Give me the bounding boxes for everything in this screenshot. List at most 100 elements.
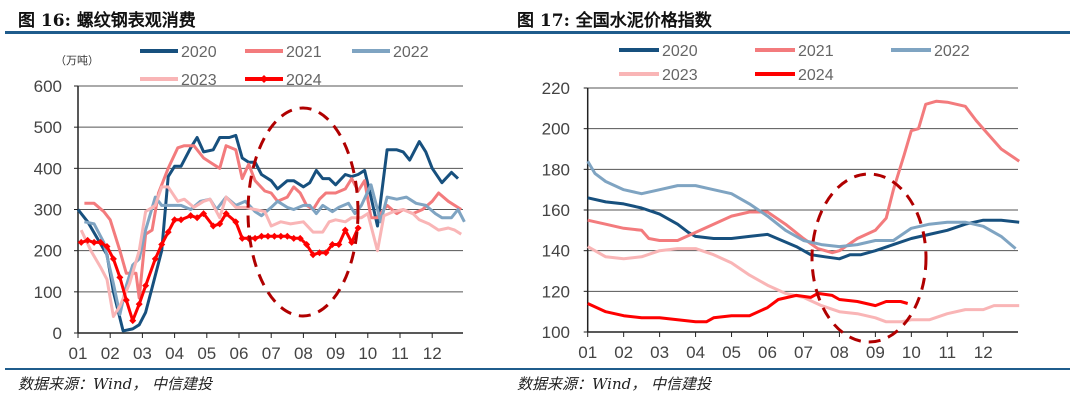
x-tick-label: 09 xyxy=(866,343,885,362)
left-chart-title: 图 16: 螺纹钢表观消费 xyxy=(18,11,196,31)
x-tick-label: 08 xyxy=(830,343,849,362)
data-point-marker xyxy=(200,210,208,218)
data-point-marker xyxy=(116,273,124,281)
y-tick-label: 120 xyxy=(542,282,570,301)
x-tick-label: 11 xyxy=(938,343,956,362)
legend-label-2022: 2022 xyxy=(934,43,970,60)
y-tick-label: 0 xyxy=(53,324,62,343)
legend-label-2024: 2024 xyxy=(286,72,322,89)
data-point-marker xyxy=(348,238,356,246)
data-point-marker xyxy=(322,249,330,257)
x-tick-label: 11 xyxy=(391,344,409,363)
y-tick-label: 200 xyxy=(34,242,62,261)
legend-label-2021: 2021 xyxy=(798,43,834,60)
x-tick-label: 03 xyxy=(133,344,152,363)
x-tick-label: 07 xyxy=(794,343,813,362)
x-tick-label: 10 xyxy=(358,344,377,363)
x-tick-label: 10 xyxy=(902,343,921,362)
right-source-note: 数据来源：Wind， 中信建投 xyxy=(517,375,711,393)
y-tick-label: 140 xyxy=(542,242,570,261)
data-point-marker xyxy=(151,255,159,263)
x-tick-label: 05 xyxy=(197,344,216,363)
left-source-note: 数据来源：Wind， 中信建投 xyxy=(18,375,212,393)
series-line-2023 xyxy=(79,185,463,318)
data-point-marker xyxy=(216,220,224,228)
data-point-marker xyxy=(341,226,349,234)
data-point-marker xyxy=(264,232,272,240)
series-line-2022 xyxy=(586,160,1017,250)
x-tick-label: 01 xyxy=(578,343,597,362)
rebar-consumption-chart: 0 100 200 300 400 500 600 01 02 03 04 05 06 07 08 09 10 1… xyxy=(34,44,466,363)
x-tick-label: 09 xyxy=(326,344,345,363)
x-tick-label: 04 xyxy=(686,343,705,362)
data-point-marker xyxy=(177,216,185,224)
right-chart-title: 图 17: 全国水泥价格指数 xyxy=(517,11,712,31)
data-point-marker xyxy=(135,300,143,308)
data-point-marker xyxy=(97,238,105,246)
data-point-marker xyxy=(158,240,166,248)
x-tick-label: 04 xyxy=(165,344,184,363)
x-tick-label: 02 xyxy=(101,344,120,363)
series-line-2021 xyxy=(587,99,1021,255)
y-tick-label: 400 xyxy=(34,159,62,178)
data-point-marker xyxy=(129,317,137,325)
data-point-marker xyxy=(164,228,172,236)
legend-label-2020: 2020 xyxy=(181,44,217,61)
x-tick-label: 01 xyxy=(69,344,88,363)
data-point-marker xyxy=(277,232,285,240)
left-title-rule xyxy=(5,31,526,34)
data-point-marker xyxy=(193,214,201,222)
legend-label-2023: 2023 xyxy=(662,67,698,84)
data-point-marker xyxy=(109,255,117,263)
data-point-marker xyxy=(309,251,317,259)
data-point-marker xyxy=(328,240,336,248)
data-point-marker xyxy=(90,238,98,246)
data-point-marker xyxy=(209,222,217,230)
legend-marker xyxy=(260,75,268,83)
y-tick-label: 180 xyxy=(542,160,570,179)
highlight-ellipse xyxy=(246,106,360,318)
legend-label-2021: 2021 xyxy=(286,44,322,61)
data-point-marker xyxy=(290,234,298,242)
x-tick-label: 05 xyxy=(722,343,741,362)
data-point-marker xyxy=(103,243,111,251)
x-tick-label: 08 xyxy=(294,344,313,363)
data-point-marker xyxy=(251,234,259,242)
data-point-marker xyxy=(232,218,240,226)
y-tick-label: 100 xyxy=(542,323,570,342)
data-point-marker xyxy=(142,282,150,290)
series-line-2020 xyxy=(587,196,1020,261)
x-tick-label: 02 xyxy=(614,343,633,362)
x-tick-label: 07 xyxy=(262,344,281,363)
data-point-marker xyxy=(122,296,130,304)
data-point-marker xyxy=(258,232,266,240)
data-point-marker xyxy=(77,238,85,246)
y-tick-label: 600 xyxy=(34,77,62,96)
data-point-marker xyxy=(171,216,179,224)
y-tick-label: 100 xyxy=(34,283,62,302)
data-point-marker xyxy=(84,236,92,244)
x-tick-label: 06 xyxy=(230,344,249,363)
x-tick-label: 12 xyxy=(423,344,442,363)
right-title-rule xyxy=(522,31,1070,34)
y-tick-label: 200 xyxy=(542,120,570,139)
data-point-marker xyxy=(270,232,278,240)
y-tick-label: 220 xyxy=(542,79,570,98)
legend-label-2022: 2022 xyxy=(393,44,429,61)
legend-label-2023: 2023 xyxy=(181,72,217,89)
data-point-marker xyxy=(335,240,343,248)
y-tick-label: 500 xyxy=(34,118,62,137)
series-line-2022 xyxy=(84,183,466,316)
y-tick-label: 300 xyxy=(34,201,62,220)
series-line-2024 xyxy=(587,291,909,324)
data-point-marker xyxy=(283,232,291,240)
right-bottom-rule xyxy=(522,368,1070,370)
legend-label-2024: 2024 xyxy=(798,67,834,84)
data-point-marker xyxy=(354,224,362,232)
series-line-2023 xyxy=(586,245,1020,324)
highlight-ellipse xyxy=(810,172,928,344)
left-bottom-rule xyxy=(5,368,526,370)
y-axis-unit-label: （万吨） xyxy=(55,54,99,67)
data-point-marker xyxy=(316,249,323,257)
